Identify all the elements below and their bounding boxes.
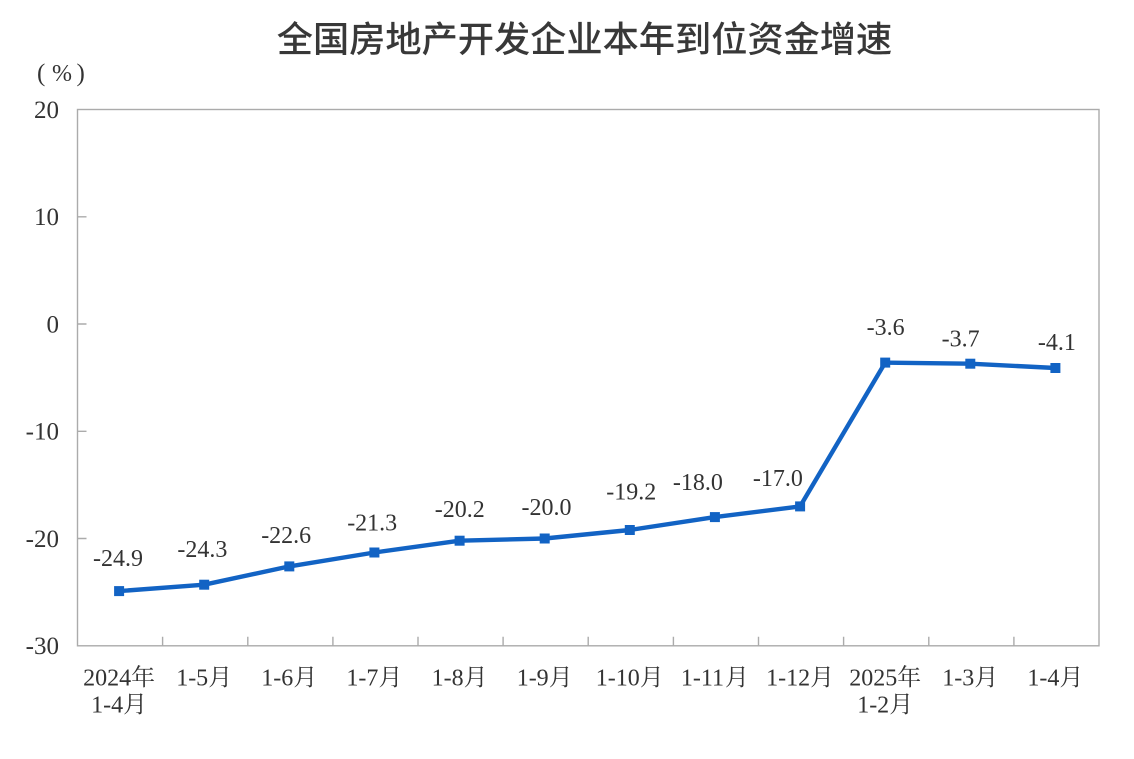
svg-text:-18.0: -18.0	[673, 470, 723, 496]
svg-text:-20.2: -20.2	[435, 497, 485, 523]
svg-text:1-9: 1-9	[517, 666, 549, 692]
svg-text:1-3: 1-3	[942, 666, 974, 692]
svg-text:-30: -30	[26, 633, 59, 660]
svg-text:1-2: 1-2	[857, 693, 889, 719]
svg-text:1-7: 1-7	[346, 666, 378, 692]
svg-text:2024: 2024	[83, 666, 131, 692]
svg-text:-20.0: -20.0	[522, 495, 572, 521]
svg-text:-24.9: -24.9	[93, 546, 143, 572]
svg-text:-4.1: -4.1	[1038, 330, 1076, 356]
svg-text:(: (	[37, 60, 45, 87]
svg-text:2025: 2025	[849, 666, 897, 692]
svg-text:1-5: 1-5	[176, 666, 208, 692]
svg-text:20: 20	[34, 97, 59, 124]
svg-text:-19.2: -19.2	[606, 480, 656, 506]
svg-text:-3.6: -3.6	[867, 315, 905, 341]
svg-text:-10: -10	[26, 419, 59, 446]
svg-text:-22.6: -22.6	[261, 523, 311, 549]
svg-text:10: 10	[34, 204, 59, 231]
svg-text:1-12: 1-12	[766, 666, 810, 692]
svg-text:1-4: 1-4	[1027, 666, 1059, 692]
svg-text:1-11: 1-11	[681, 666, 724, 692]
svg-text:-20: -20	[26, 526, 59, 553]
svg-text:1-6: 1-6	[261, 666, 293, 692]
svg-text:0: 0	[47, 311, 60, 338]
svg-text:-17.0: -17.0	[753, 466, 803, 492]
svg-text:1-4: 1-4	[91, 693, 123, 719]
svg-text:-3.7: -3.7	[942, 327, 980, 353]
svg-text:1-8: 1-8	[432, 666, 464, 692]
svg-text:%: %	[52, 61, 72, 87]
svg-text:-21.3: -21.3	[347, 511, 397, 537]
svg-text:1-10: 1-10	[596, 666, 640, 692]
svg-text:-24.3: -24.3	[177, 537, 227, 563]
svg-text:): )	[77, 60, 85, 87]
